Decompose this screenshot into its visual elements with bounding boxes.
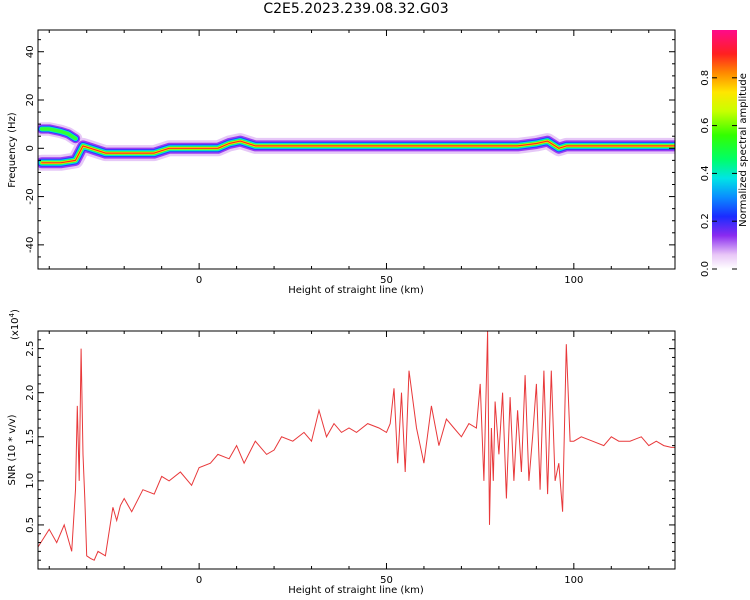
top-y-tick-label: 0: [25, 145, 36, 151]
top-x-tick-label: 0: [196, 275, 202, 286]
colorbar-tick-label: 0.8: [700, 70, 711, 86]
spectrogram-panel: 0 50 100 40 20 0 -20 -40 Height of straight li…: [7, 29, 676, 296]
snr-series-line: [38, 331, 675, 561]
bottom-y-tick-label: 1.0: [25, 473, 36, 489]
top-y-axis-label: Frequency (Hz): [7, 112, 18, 188]
colorbar-tick-label: 0.4: [700, 165, 711, 181]
top-minor-ticks: [38, 30, 675, 270]
bottom-minor-ticks: [38, 331, 675, 569]
snr-panel: 0 50 100 0.5 1.0 1.5 2.0 2.5 Height of straigh…: [7, 309, 676, 596]
spectrogram-frame: [37, 29, 676, 270]
colorbar-tick-label: 0.0: [700, 261, 711, 277]
snr-frame: [37, 330, 676, 570]
bottom-y-tick-label: 0.5: [25, 517, 36, 533]
top-x-tick-label: 50: [380, 275, 393, 286]
spectral-ridge: [38, 122, 675, 171]
top-y-tick-label: 40: [25, 45, 36, 58]
top-x-tick-label: 100: [564, 275, 583, 286]
bottom-x-tick-label: 0: [196, 575, 202, 586]
bottom-x-tick-label: 100: [564, 575, 583, 586]
bottom-y-tick-label: 2.0: [25, 385, 36, 401]
ridge-green-upper: [40, 127, 78, 141]
colorbar-tick-label: 0.2: [700, 213, 711, 229]
top-x-ticks: 0 50 100: [196, 30, 583, 286]
bottom-x-ticks: 0 50 100: [196, 331, 583, 586]
chart-title: C2E5.2023.239.08.32.G03: [263, 1, 449, 17]
colorbar-tick-label: 0.6: [700, 118, 711, 134]
ridge-core: [41, 140, 675, 164]
bottom-y-axis-label: SNR (10 * v/v): [7, 414, 18, 485]
scale-multiplier: (x104): [8, 309, 21, 340]
top-y-tick-label: -20: [25, 188, 36, 204]
bottom-y-tick-label: 1.5: [25, 429, 36, 445]
bottom-x-axis-label: Height of straight line (km): [288, 585, 424, 596]
top-y-ticks: 40 20 0 -20 -40: [25, 45, 675, 253]
bottom-y-tick-label: 2.5: [25, 341, 36, 357]
bottom-x-tick-label: 50: [380, 575, 393, 586]
bottom-y-ticks: 0.5 1.0 1.5 2.0 2.5: [25, 341, 675, 533]
top-y-tick-label: 20: [25, 94, 36, 107]
top-x-axis-label: Height of straight line (km): [288, 285, 424, 296]
colorbar: 0.0 0.2 0.4 0.6 0.8 Normalized spectral ampl…: [700, 30, 749, 277]
colorbar-gradient: [712, 30, 737, 269]
colorbar-ticks: 0.0 0.2 0.4 0.6 0.8: [700, 70, 737, 277]
top-y-tick-label: -40: [25, 237, 36, 253]
colorbar-label: Normalized spectral amplitude: [738, 73, 749, 227]
